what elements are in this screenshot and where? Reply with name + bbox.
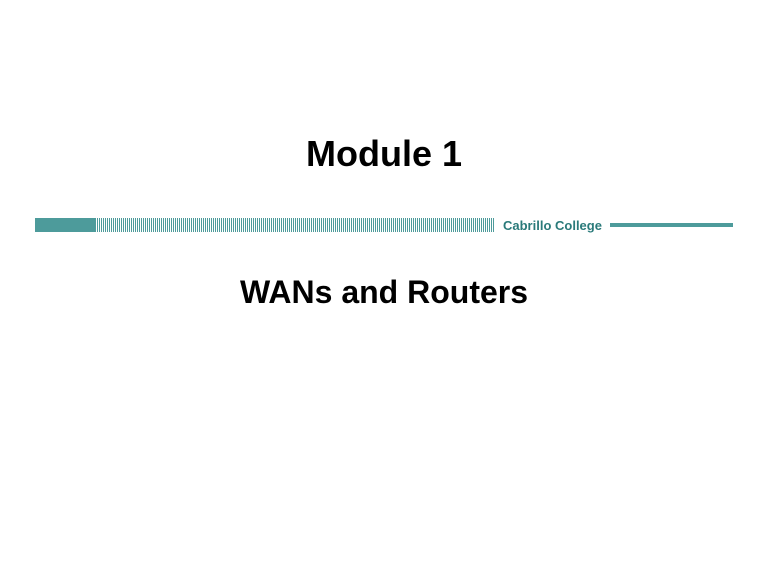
subtitle: WANs and Routers bbox=[0, 274, 768, 311]
institution-label: Cabrillo College bbox=[495, 218, 610, 233]
divider-thin-segment bbox=[610, 223, 733, 227]
divider-hatched-segment bbox=[95, 218, 495, 232]
divider-bar: Cabrillo College bbox=[35, 218, 733, 232]
divider-solid-segment bbox=[35, 218, 95, 232]
module-title: Module 1 bbox=[0, 133, 768, 175]
